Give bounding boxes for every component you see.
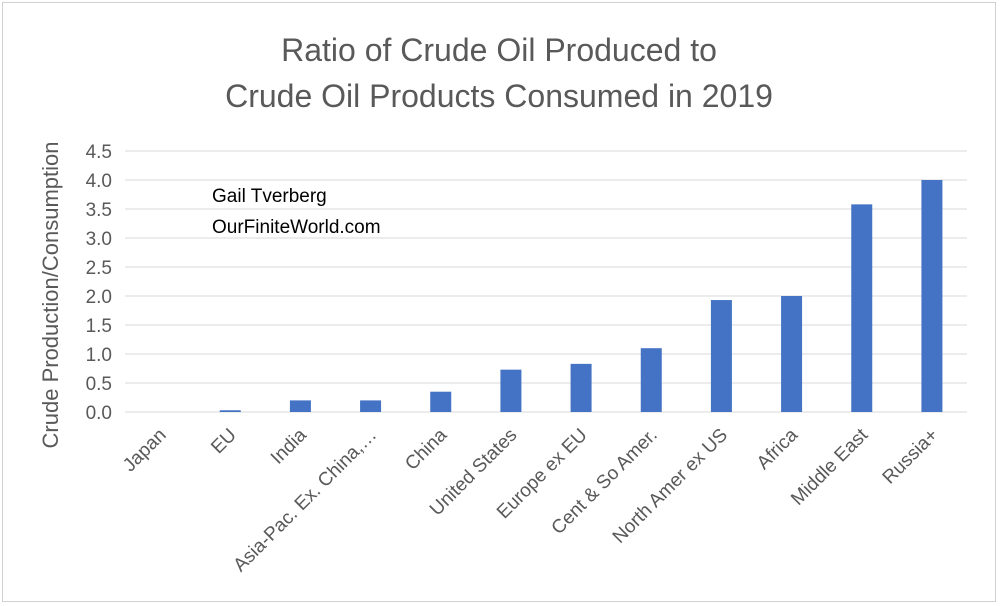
- y-tick-label: 0.0: [86, 403, 112, 424]
- bar: [219, 410, 241, 412]
- bar: [710, 300, 732, 412]
- bar: [851, 204, 873, 412]
- bar: [640, 348, 662, 412]
- x-tick-label: EU: [207, 425, 241, 459]
- x-tick-label: China: [401, 424, 451, 474]
- y-tick-label: 1.0: [86, 345, 112, 366]
- x-tick-label: Middle East: [787, 424, 873, 510]
- y-axis-label: Crude Production/Consumption: [38, 142, 63, 449]
- bar: [570, 363, 592, 412]
- y-tick-label: 2.5: [86, 258, 112, 279]
- chart-title-line-1: Ratio of Crude Oil Produced to: [281, 32, 717, 68]
- gridlines: [125, 150, 967, 413]
- y-tick-label: 3.0: [86, 229, 112, 250]
- y-tick-label: 4.5: [86, 142, 112, 163]
- x-tick-label: Russia+: [879, 425, 943, 489]
- y-tick-label: 1.5: [86, 316, 112, 337]
- bar: [781, 296, 803, 412]
- bar: [430, 391, 452, 412]
- x-tick-label: Africa: [753, 424, 802, 473]
- y-tick-label: 0.5: [86, 374, 112, 395]
- x-tick-label: Japan: [119, 425, 170, 476]
- x-tick-label: Asia-Pac. Ex. China,…: [230, 425, 381, 576]
- x-tick-label: India: [267, 424, 311, 468]
- y-tick-label: 4.0: [86, 171, 112, 192]
- bar: [921, 180, 943, 412]
- y-tick-label: 3.5: [86, 200, 112, 221]
- bar: [500, 369, 522, 412]
- bar: [289, 400, 311, 412]
- y-tick-label: 2.0: [86, 287, 112, 308]
- author-annotation: Gail Tverberg: [212, 186, 327, 207]
- chart-title-line-2: Crude Oil Products Consumed in 2019: [225, 78, 773, 114]
- bar-chart: Ratio of Crude Oil Produced to Crude Oil…: [38, 32, 967, 576]
- bar: [360, 400, 382, 412]
- website-annotation: OurFiniteWorld.com: [212, 217, 381, 238]
- bars: [219, 180, 943, 412]
- y-axis-ticks: 0.0 0.5 1.0 1.5 2.0 2.5 3.0 3.5 4.0 4.5: [86, 142, 112, 424]
